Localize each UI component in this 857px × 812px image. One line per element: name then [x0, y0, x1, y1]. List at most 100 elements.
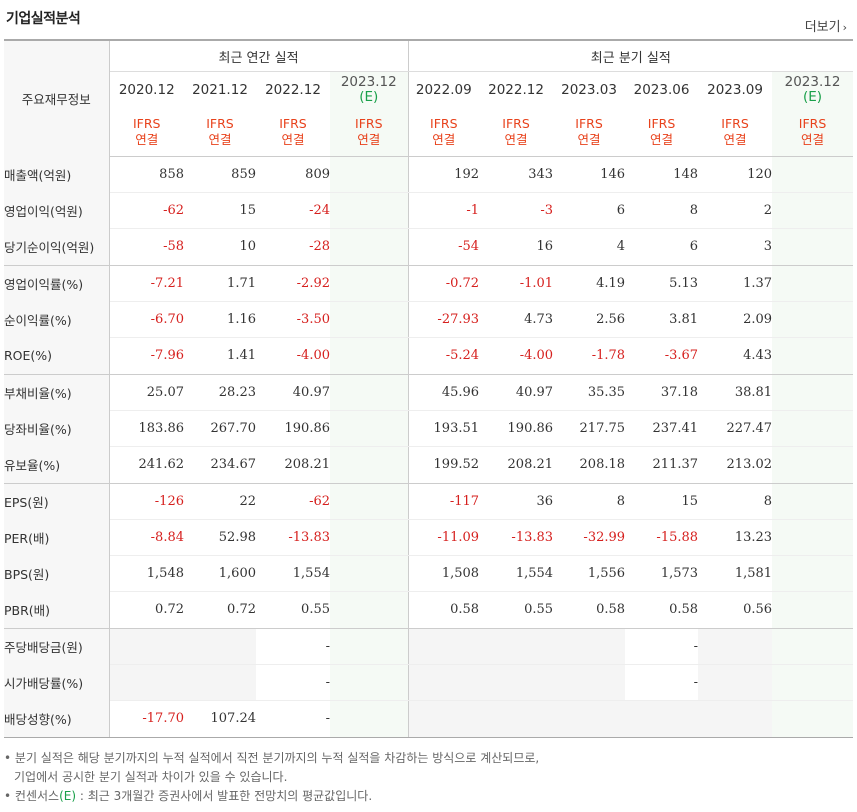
value-cell: -3 — [479, 192, 554, 229]
value-cell: 1,600 — [184, 555, 256, 592]
label-column-header: 주요재무정보 — [4, 39, 110, 157]
footnote-2-prefix: 컨센서스 — [14, 789, 60, 803]
value-cell: -28 — [256, 228, 330, 266]
period-header: 2023.12 (E) — [330, 71, 409, 108]
period-date: 2020.12 — [118, 81, 175, 98]
value-cell — [772, 555, 854, 592]
financial-table: 주요재무정보 최근 연간 실적 최근 분기 실적 2020.12 2021.12 2022… — [4, 39, 854, 738]
estimate-marker: (E) — [359, 89, 379, 105]
value-cell: 28.23 — [184, 374, 256, 411]
standard-consolidated: 연결 — [208, 132, 232, 147]
value-cell — [330, 265, 409, 302]
section-title: 기업실적분석 — [6, 11, 81, 27]
value-cell: -13.83 — [479, 519, 554, 556]
table-row: 유보율(%) 241.62 234.67 208.21 199.52 208.21 208.… — [4, 446, 854, 484]
value-cell — [698, 700, 773, 738]
value-cell: 35.35 — [553, 374, 626, 411]
value-cell: -6.70 — [109, 301, 184, 338]
value-cell: -1 — [408, 192, 480, 229]
row-label: PBR(배) — [4, 591, 110, 629]
value-cell: 2.56 — [553, 301, 626, 338]
more-link-label: 더보기 — [804, 20, 841, 35]
standard-consolidated: 연결 — [504, 132, 528, 147]
value-cell — [772, 410, 854, 447]
value-cell: - — [256, 628, 330, 665]
value-cell: - — [625, 628, 699, 665]
value-cell: 1,556 — [553, 555, 626, 592]
standard-consolidated: 연결 — [432, 132, 456, 147]
value-cell: 2 — [698, 192, 773, 229]
table-row: EPS(원) -126 22 -62 -117 36 8 15 8 — [4, 483, 854, 520]
period-header: 2020.12 — [109, 72, 184, 109]
value-cell: 0.58 — [553, 591, 626, 629]
value-cell: -126 — [109, 483, 184, 520]
value-cell — [330, 628, 409, 665]
accounting-standard: IFRS 연결 — [479, 108, 554, 157]
value-cell: 809 — [256, 156, 330, 193]
value-cell — [479, 628, 554, 665]
value-cell — [184, 664, 256, 701]
value-cell: 8 — [698, 483, 773, 520]
accounting-standard: IFRS 연결 — [256, 108, 330, 157]
value-cell — [772, 265, 854, 302]
value-cell — [330, 555, 409, 592]
period-date: 2022.12 — [488, 81, 544, 98]
standard-ifrs: IFRS — [355, 116, 383, 131]
estimate-marker: (E) — [802, 89, 823, 105]
value-cell: -58 — [109, 228, 184, 266]
row-label: EPS(원) — [4, 483, 110, 520]
value-cell: 0.72 — [184, 591, 256, 629]
value-cell: -11.09 — [408, 519, 480, 556]
value-cell — [408, 700, 480, 738]
standard-ifrs: IFRS — [798, 116, 827, 131]
footnote-1b: 기업에서 공시한 분기 실적과 차이가 있을 수 있습니다. — [14, 770, 288, 784]
value-cell: 190.86 — [479, 410, 554, 447]
value-cell: 208.21 — [256, 446, 330, 484]
value-cell — [330, 228, 409, 266]
table-row: 영업이익(억원) -62 15 -24 -1 -3 6 8 2 — [4, 192, 854, 229]
standard-ifrs: IFRS — [430, 116, 458, 131]
value-cell: - — [625, 664, 699, 701]
table-row: 영업이익률(%) -7.21 1.71 -2.92 -0.72 -1.01 4.19 5.13… — [4, 265, 854, 302]
value-cell: -13.83 — [256, 519, 330, 556]
value-cell: -0.72 — [408, 265, 480, 302]
table-row: ROE(%) -7.96 1.41 -4.00 -5.24 -4.00 -1.78 -3.67… — [4, 337, 854, 375]
value-cell: 1.41 — [184, 337, 256, 375]
value-cell: 8 — [553, 483, 626, 520]
row-label: 당기순이익(억원) — [4, 228, 110, 266]
value-cell — [772, 228, 854, 266]
value-cell: -8.84 — [109, 519, 184, 556]
value-cell — [772, 483, 854, 520]
more-link[interactable]: 더보기 › — [805, 16, 847, 35]
value-cell — [330, 337, 409, 375]
value-cell: 241.62 — [109, 446, 184, 484]
value-cell: - — [256, 700, 330, 738]
period-header: 2022.09 — [408, 72, 479, 109]
period-header: 2023.12 (E) — [772, 71, 854, 108]
value-cell: 0.58 — [625, 591, 699, 629]
value-cell — [772, 519, 854, 556]
value-cell: 343 — [479, 156, 554, 193]
value-cell: 3 — [698, 228, 773, 266]
value-cell: 148 — [625, 156, 699, 193]
value-cell: 13.23 — [698, 519, 773, 556]
period-date: 2023.12 — [340, 74, 397, 90]
value-cell — [772, 374, 854, 411]
value-cell: 234.67 — [184, 446, 256, 484]
value-cell: 1,548 — [109, 555, 184, 592]
footnote-2-estimate: (E) — [59, 789, 77, 803]
period-date: 2022.09 — [415, 81, 472, 98]
period-date: 2023.06 — [633, 81, 690, 98]
accounting-standard: IFRS 연결 — [553, 108, 626, 157]
value-cell: 217.75 — [553, 410, 626, 447]
value-cell: 0.55 — [256, 591, 330, 629]
accounting-standard: IFRS 연결 — [109, 108, 184, 157]
standard-ifrs: IFRS — [206, 116, 234, 131]
value-cell: -7.21 — [109, 265, 184, 302]
value-cell: 227.47 — [698, 410, 773, 447]
value-cell: 190.86 — [256, 410, 330, 447]
row-label: 순이익률(%) — [4, 301, 110, 338]
standard-consolidated: 연결 — [135, 132, 159, 147]
value-cell — [330, 301, 409, 338]
value-cell: 6 — [553, 192, 626, 229]
